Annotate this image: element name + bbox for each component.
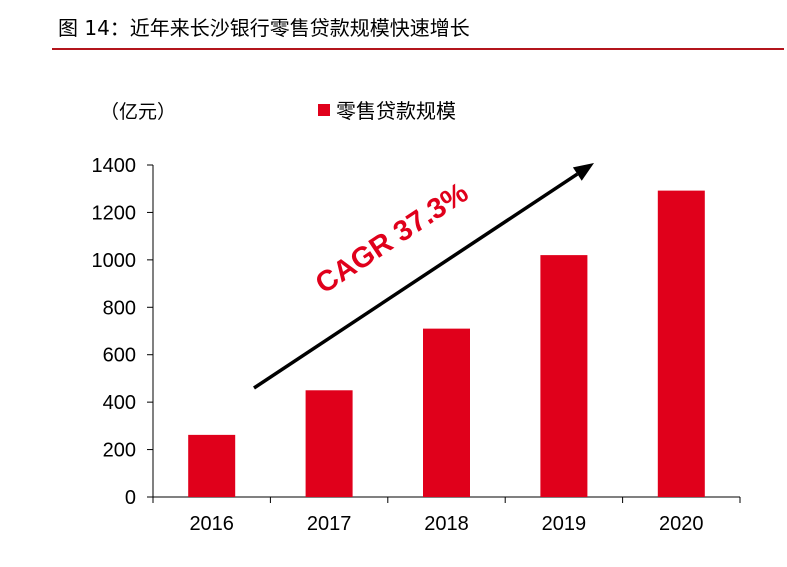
y-tick-label: 1400	[92, 155, 137, 177]
x-tick-label: 2016	[189, 513, 234, 535]
legend-label: 零售贷款规模	[336, 99, 456, 123]
bar	[305, 390, 353, 497]
x-axis: 2016 2017 2018 2019 2020	[152, 496, 741, 535]
x-tick-label: 2017	[307, 513, 352, 535]
trend-arrow-head	[572, 163, 594, 181]
y-tick-label: 1000	[92, 250, 137, 272]
y-axis: 0 200 400 600 800 1000 1200 1400	[92, 155, 154, 509]
figure-title: 图 14：近年来长沙银行零售贷款规模快速增长	[58, 16, 470, 40]
bar-series	[188, 190, 705, 497]
x-tick-label: 2019	[542, 513, 587, 535]
x-tick-label: 2018	[424, 513, 469, 535]
legend-swatch	[318, 103, 330, 116]
y-axis-unit-label: （亿元）	[100, 101, 177, 123]
bar	[540, 255, 588, 497]
y-tick-label: 800	[103, 297, 136, 319]
title-divider	[52, 48, 784, 50]
y-tick-label: 0	[125, 487, 136, 509]
x-tick-label: 2020	[659, 513, 704, 535]
bar	[657, 190, 705, 497]
y-tick-label: 400	[103, 392, 136, 414]
bar	[188, 434, 236, 497]
y-tick-label: 600	[103, 345, 136, 367]
chart-legend: 零售贷款规模	[318, 95, 456, 124]
cagr-annotation: CAGR 37.3%	[310, 177, 474, 301]
trend-arrow-line	[253, 172, 579, 390]
bar	[423, 328, 470, 497]
y-tick-label: 1200	[92, 202, 137, 224]
y-tick-label: 200	[103, 440, 136, 462]
